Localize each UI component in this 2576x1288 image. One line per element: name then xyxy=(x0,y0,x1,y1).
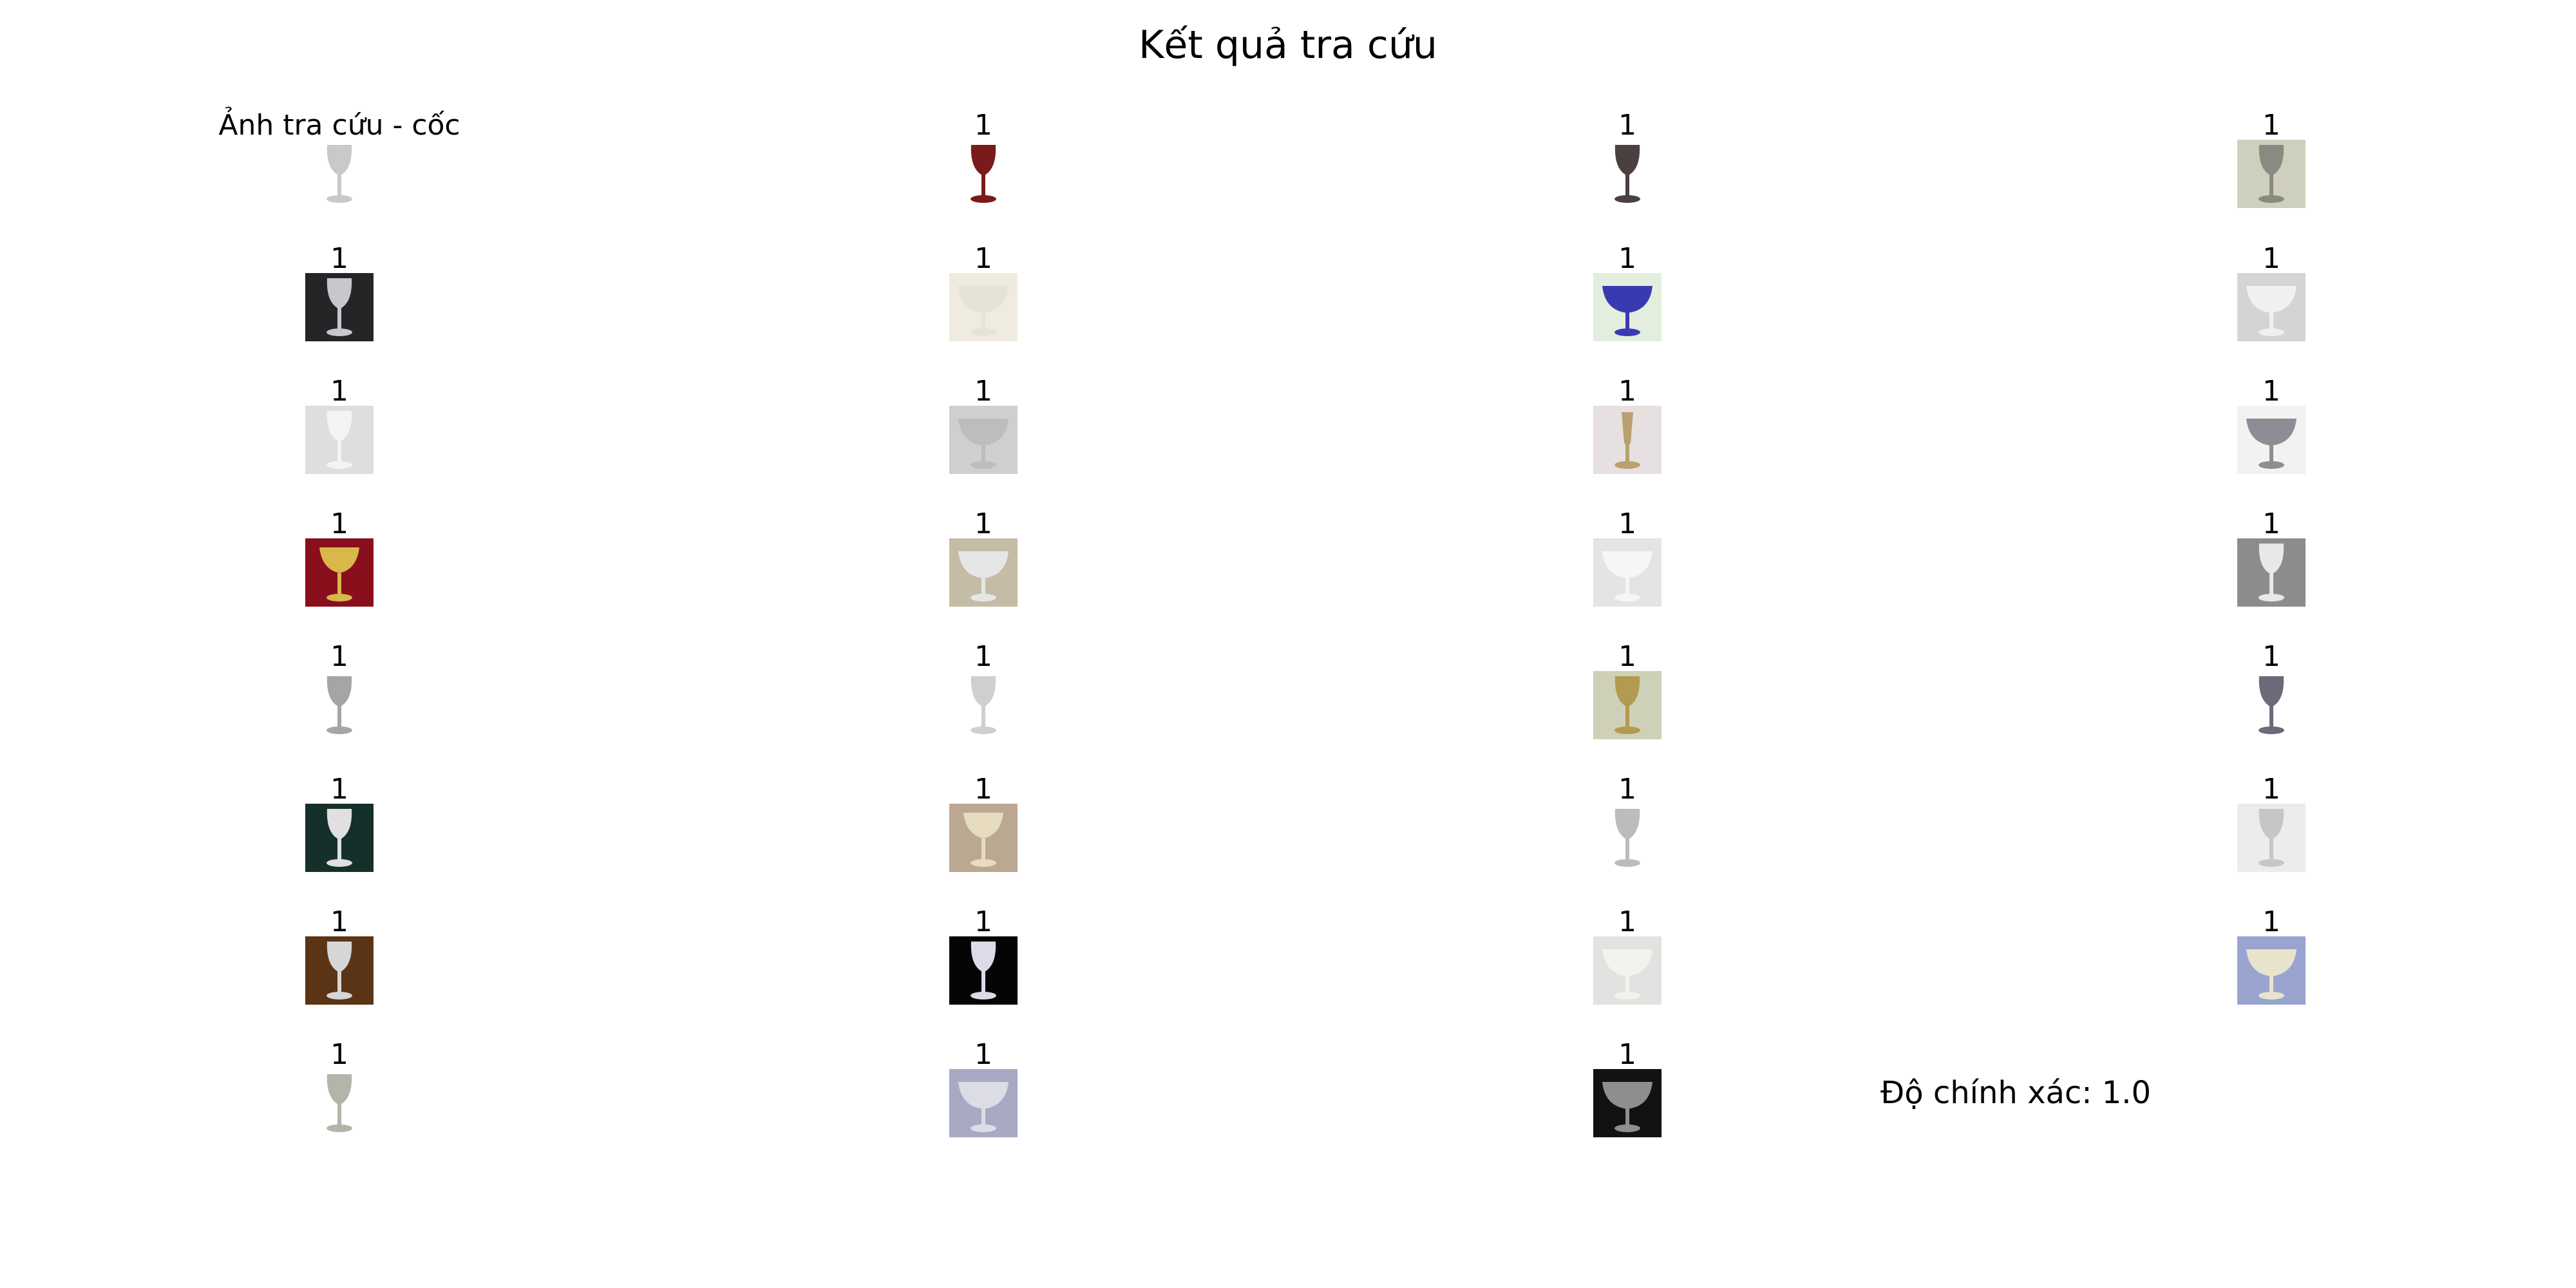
result-label: 1 xyxy=(974,640,992,673)
goblet-icon xyxy=(1593,936,1662,1005)
goblet-icon xyxy=(2237,538,2306,607)
result-cell: 1 xyxy=(114,1036,565,1164)
result-label: 1 xyxy=(2262,905,2280,938)
result-cell: 1 xyxy=(1402,240,1853,368)
result-label: 1 xyxy=(330,640,348,673)
result-cell: 1 xyxy=(2046,903,2497,1032)
result-cell: 1 xyxy=(1402,770,1853,899)
goblet-icon xyxy=(1593,671,1662,739)
result-label: 1 xyxy=(330,905,348,938)
result-label: 1 xyxy=(974,507,992,540)
page-title: Kết quả tra cứu xyxy=(1139,23,1437,68)
goblet-icon xyxy=(305,538,374,607)
goblet-icon xyxy=(949,936,1018,1005)
result-label: 1 xyxy=(2262,242,2280,275)
goblet-icon xyxy=(305,1069,374,1137)
result-cell: 1 xyxy=(2046,240,2497,368)
result-cell: 1 xyxy=(758,1036,1209,1164)
goblet-icon xyxy=(305,140,374,208)
result-cell: 1 xyxy=(1402,505,1853,634)
result-cell: 1 xyxy=(2046,372,2497,501)
result-cell: 1 xyxy=(1402,638,1853,766)
result-label: 1 xyxy=(2262,507,2280,540)
query-cell: Ảnh tra cứu - cốc xyxy=(114,106,565,235)
result-label: 1 xyxy=(1618,507,1636,540)
goblet-icon xyxy=(2237,406,2306,474)
result-label: 1 xyxy=(330,1038,348,1071)
goblet-icon xyxy=(1593,140,1662,208)
result-label: 1 xyxy=(974,242,992,275)
result-cell: 1 xyxy=(758,638,1209,766)
result-label: 1 xyxy=(2262,109,2280,142)
result-cell: 1 xyxy=(114,638,565,766)
result-label: 1 xyxy=(1618,1038,1636,1071)
goblet-icon xyxy=(1593,1069,1662,1137)
goblet-icon xyxy=(305,273,374,341)
result-label: 1 xyxy=(1618,640,1636,673)
goblet-icon xyxy=(949,273,1018,341)
result-cell: 1 xyxy=(114,372,565,501)
result-label: 1 xyxy=(974,375,992,408)
goblet-icon xyxy=(1593,804,1662,872)
goblet-icon xyxy=(1593,273,1662,341)
goblet-icon xyxy=(1593,406,1662,474)
result-label: 1 xyxy=(330,375,348,408)
result-cell: 1 xyxy=(2046,106,2497,235)
result-cell: 1 xyxy=(114,770,565,899)
result-cell: 1 xyxy=(758,505,1209,634)
result-label: 1 xyxy=(2262,640,2280,673)
result-label: 1 xyxy=(1618,773,1636,806)
query-label: Ảnh tra cứu - cốc xyxy=(218,109,460,142)
goblet-icon xyxy=(2237,804,2306,872)
result-label: 1 xyxy=(974,905,992,938)
result-label: 1 xyxy=(1618,905,1636,938)
result-cell: 1 xyxy=(1402,106,1853,235)
goblet-icon xyxy=(949,1069,1018,1137)
result-label: 1 xyxy=(974,1038,992,1071)
result-label: 1 xyxy=(2262,773,2280,806)
goblet-icon xyxy=(305,406,374,474)
result-cell: 1 xyxy=(114,240,565,368)
result-cell: 1 xyxy=(1402,1036,1853,1164)
goblet-icon xyxy=(305,804,374,872)
result-cell: 1 xyxy=(758,770,1209,899)
goblet-icon xyxy=(2237,936,2306,1005)
result-label: 1 xyxy=(330,242,348,275)
result-label: 1 xyxy=(974,773,992,806)
result-cell: 1 xyxy=(758,372,1209,501)
goblet-icon xyxy=(1593,538,1662,607)
result-cell: 1 xyxy=(114,903,565,1032)
result-cell: 1 xyxy=(758,106,1209,235)
goblet-icon xyxy=(305,671,374,739)
result-cell: 1 xyxy=(2046,770,2497,899)
result-cell: 1 xyxy=(2046,638,2497,766)
result-label: 1 xyxy=(330,773,348,806)
result-label: 1 xyxy=(330,507,348,540)
result-cell: 1 xyxy=(758,240,1209,368)
goblet-icon xyxy=(2237,273,2306,341)
result-label: 1 xyxy=(974,109,992,142)
goblet-icon xyxy=(2237,140,2306,208)
goblet-icon xyxy=(949,140,1018,208)
goblet-icon xyxy=(305,936,374,1005)
result-cell: 1 xyxy=(1402,372,1853,501)
result-cell: 1 xyxy=(1402,903,1853,1032)
goblet-icon xyxy=(949,406,1018,474)
goblet-icon xyxy=(949,538,1018,607)
result-label: 1 xyxy=(1618,375,1636,408)
result-cell: 1 xyxy=(2046,505,2497,634)
result-cell: 1 xyxy=(758,903,1209,1032)
goblet-icon xyxy=(949,671,1018,739)
result-cell: 1 xyxy=(114,505,565,634)
result-label: 1 xyxy=(1618,109,1636,142)
goblet-icon xyxy=(949,804,1018,872)
result-label: 1 xyxy=(2262,375,2280,408)
accuracy-label: Độ chính xác: 1.0 xyxy=(1880,1075,2152,1111)
result-label: 1 xyxy=(1618,242,1636,275)
goblet-icon xyxy=(2237,671,2306,739)
